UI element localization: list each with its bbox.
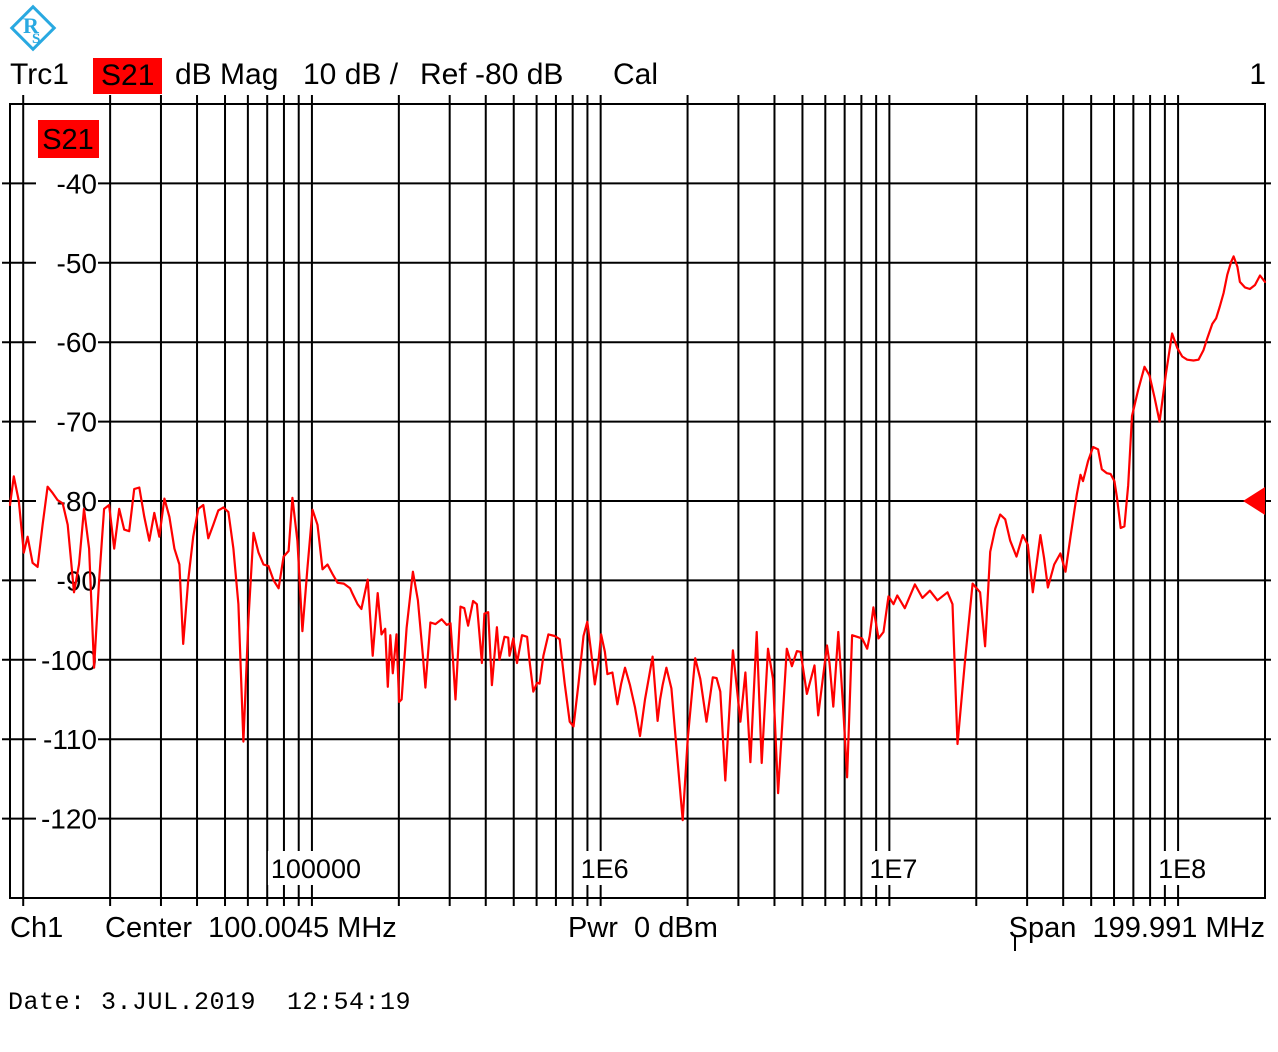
measured-parameter-chip: S21	[93, 58, 163, 94]
x-tick-label: 1E6	[581, 854, 629, 884]
date-time-label: Date: 3.JUL.2019 12:54:19	[8, 988, 412, 1017]
in-plot-parameter-chip-bg	[38, 120, 99, 158]
y-tick-label-bg	[36, 248, 98, 277]
power-label: Pwr 0 dBm	[568, 912, 718, 944]
y-tick-label-bg	[36, 169, 98, 198]
rohde-schwarz-logo: R S	[9, 4, 57, 52]
span-label: Span 199.991 MHz	[1008, 912, 1265, 944]
x-tick-label-bg	[1155, 851, 1210, 885]
y-tick-label: -40	[57, 168, 97, 199]
x-tick-label: 1E7	[869, 854, 917, 884]
ref-level-arrow-icon	[1243, 487, 1265, 515]
y-tick-label-bg	[36, 566, 98, 595]
y-tick-label: -120	[41, 804, 97, 835]
x-tick-label-bg	[577, 851, 632, 885]
y-tick-label: -80	[57, 486, 97, 517]
y-tick-label-bg	[36, 645, 98, 674]
trace-number-label: 1	[1249, 58, 1266, 91]
x-tick-label: 1E8	[1158, 854, 1206, 884]
y-tick-label: -60	[57, 327, 97, 358]
in-plot-parameter-chip: S21	[42, 124, 94, 156]
y-tick-label: -70	[57, 407, 97, 438]
x-tick-label: 100000	[271, 854, 361, 884]
trace-s21	[8, 255, 1267, 822]
y-tick-label: -50	[57, 248, 97, 279]
scale-per-division-label: 10 dB /	[303, 58, 399, 91]
channel-label: Ch1	[10, 912, 64, 944]
center-frequency-label: Center 100.0045 MHz	[105, 912, 397, 944]
y-tick-label: -110	[43, 724, 97, 755]
trace-name-label: Trc1	[10, 58, 69, 91]
logo-monogram-s: S	[32, 31, 40, 47]
y-tick-label-bg	[36, 804, 98, 833]
footer-divider-tick	[1014, 936, 1016, 951]
trace-format-label: dB Mag	[175, 58, 279, 91]
reference-level-label: Ref -80 dB	[420, 58, 564, 91]
logo-monogram-r: R	[23, 13, 40, 38]
x-tick-label-bg	[267, 851, 364, 885]
y-tick-label-bg	[36, 407, 98, 436]
x-tick-label-bg	[866, 851, 921, 885]
y-tick-label: -100	[41, 645, 97, 676]
y-tick-label-bg	[36, 725, 98, 754]
calibration-status-label: Cal	[613, 58, 659, 91]
y-tick-label-bg	[36, 328, 98, 357]
